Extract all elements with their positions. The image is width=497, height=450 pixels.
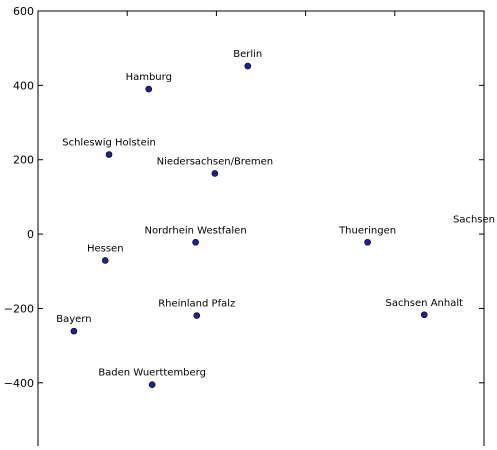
y-tick-label: 0: [27, 228, 34, 241]
point-label: Hessen: [87, 243, 124, 254]
point-labels-layer: Berlin Hamburg Schleswig HolsteinNiedersac…: [56, 49, 495, 379]
point-label: Thueringen: [338, 225, 396, 236]
data-point: [70, 327, 78, 335]
data-point: [211, 170, 219, 177]
data-point: [364, 238, 371, 246]
data-point: [148, 381, 156, 388]
point-label: Rheinland Pfalz: [158, 299, 235, 310]
points-layer: [70, 62, 428, 388]
point-label: Berlin: [233, 49, 262, 60]
y-tick-label: 400: [13, 79, 34, 92]
point-label: Schleswig Holstein: [62, 138, 156, 149]
data-point: [145, 85, 153, 93]
y-tick-label: 600: [13, 5, 34, 18]
point-label: Niedersachsen/Bremen: [157, 156, 273, 167]
point-label: Sachsen Anhalt: [386, 298, 464, 309]
y-tick-label: −400: [4, 377, 34, 390]
data-point: [192, 238, 199, 246]
point-label: Nordrhein Westfalen: [145, 225, 247, 236]
point-label: Bayern: [56, 314, 91, 325]
data-point: [101, 257, 109, 264]
data-point: [420, 311, 428, 319]
data-point: [105, 151, 113, 158]
plot-frame: [37, 10, 485, 449]
y-tick-label: −200: [4, 302, 34, 315]
data-point: [193, 312, 201, 319]
data-point: [244, 62, 252, 70]
point-label: Sachsen: [453, 214, 495, 225]
point-label: Baden Wuerttemberg: [98, 368, 206, 379]
y-tick-label: 200: [13, 154, 34, 167]
point-label: Hamburg: [126, 72, 172, 83]
